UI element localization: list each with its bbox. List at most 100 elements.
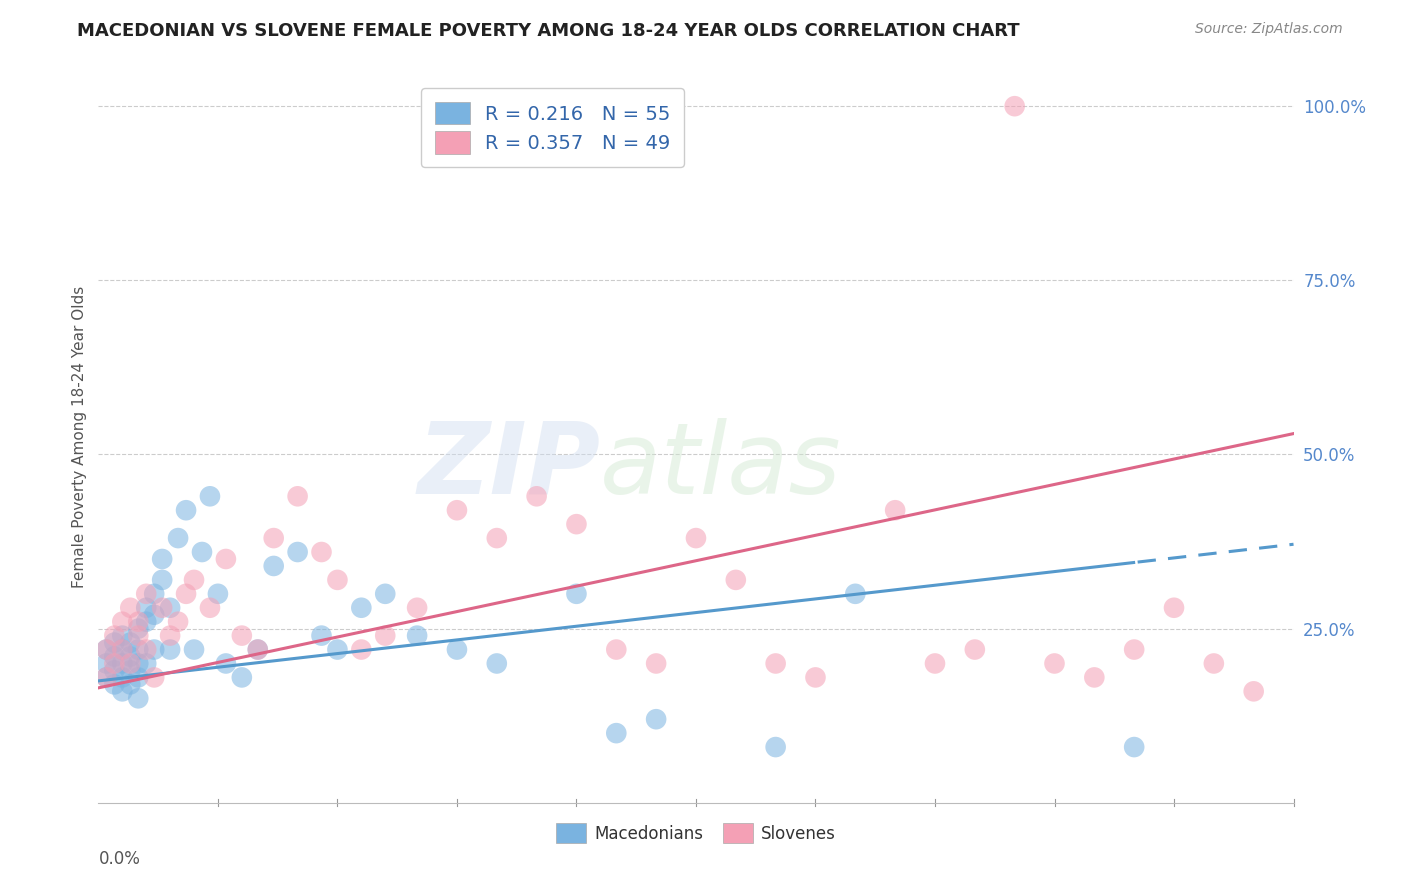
Point — [246, 642, 269, 657]
Point — [350, 600, 373, 615]
Point — [103, 657, 125, 671]
Point — [645, 657, 668, 671]
Point — [924, 657, 946, 671]
Point — [1004, 99, 1026, 113]
Point — [374, 587, 396, 601]
Point — [150, 600, 173, 615]
Point — [406, 629, 429, 643]
Point — [191, 545, 214, 559]
Point — [111, 670, 134, 684]
Point — [215, 657, 238, 671]
Point — [645, 712, 668, 726]
Point — [685, 531, 707, 545]
Point — [1202, 657, 1225, 671]
Point — [127, 629, 149, 643]
Point — [1163, 600, 1185, 615]
Point — [804, 670, 827, 684]
Point — [120, 635, 142, 649]
Point — [485, 531, 508, 545]
Point — [326, 573, 349, 587]
Point — [765, 657, 787, 671]
Point — [120, 600, 142, 615]
Point — [111, 642, 134, 657]
Point — [135, 657, 157, 671]
Point — [565, 517, 588, 532]
Point — [446, 642, 468, 657]
Point — [526, 489, 548, 503]
Point — [724, 573, 747, 587]
Point — [135, 587, 157, 601]
Point — [374, 629, 396, 643]
Point — [565, 587, 588, 601]
Point — [1083, 670, 1105, 684]
Point — [103, 649, 125, 664]
Point — [96, 670, 118, 684]
Point — [103, 664, 125, 678]
Point — [207, 587, 229, 601]
Point — [263, 558, 285, 573]
Point — [159, 600, 181, 615]
Point — [1043, 657, 1066, 671]
Point — [111, 684, 134, 698]
Point — [159, 629, 181, 643]
Point — [231, 670, 253, 684]
Point — [127, 615, 149, 629]
Point — [120, 649, 142, 664]
Point — [263, 531, 285, 545]
Point — [198, 600, 221, 615]
Point — [311, 545, 333, 559]
Point — [150, 552, 173, 566]
Point — [350, 642, 373, 657]
Point — [127, 642, 149, 657]
Point — [1123, 642, 1146, 657]
Point — [96, 670, 118, 684]
Text: Source: ZipAtlas.com: Source: ZipAtlas.com — [1195, 22, 1343, 37]
Point — [143, 670, 166, 684]
Point — [127, 657, 149, 671]
Y-axis label: Female Poverty Among 18-24 Year Olds: Female Poverty Among 18-24 Year Olds — [72, 286, 87, 588]
Point — [231, 629, 253, 643]
Point — [287, 489, 309, 503]
Point — [111, 642, 134, 657]
Point — [183, 642, 205, 657]
Point — [111, 629, 134, 643]
Point — [159, 642, 181, 657]
Point — [174, 587, 197, 601]
Point — [1243, 684, 1265, 698]
Point — [605, 642, 627, 657]
Point — [103, 635, 125, 649]
Point — [111, 657, 134, 671]
Text: 0.0%: 0.0% — [98, 850, 141, 868]
Point — [446, 503, 468, 517]
Point — [143, 607, 166, 622]
Point — [127, 691, 149, 706]
Point — [198, 489, 221, 503]
Point — [311, 629, 333, 643]
Point — [96, 642, 118, 657]
Point — [120, 677, 142, 691]
Text: atlas: atlas — [600, 417, 842, 515]
Point — [135, 642, 157, 657]
Point — [120, 657, 142, 671]
Point — [246, 642, 269, 657]
Text: MACEDONIAN VS SLOVENE FEMALE POVERTY AMONG 18-24 YEAR OLDS CORRELATION CHART: MACEDONIAN VS SLOVENE FEMALE POVERTY AMO… — [77, 22, 1019, 40]
Point — [127, 670, 149, 684]
Point — [287, 545, 309, 559]
Point — [605, 726, 627, 740]
Point — [120, 664, 142, 678]
Point — [485, 657, 508, 671]
Legend: Macedonians, Slovenes: Macedonians, Slovenes — [548, 817, 844, 849]
Point — [150, 573, 173, 587]
Point — [96, 657, 118, 671]
Point — [326, 642, 349, 657]
Point — [143, 642, 166, 657]
Point — [765, 740, 787, 755]
Point — [135, 600, 157, 615]
Point — [167, 615, 190, 629]
Point — [135, 615, 157, 629]
Point — [884, 503, 907, 517]
Point — [963, 642, 986, 657]
Point — [406, 600, 429, 615]
Point — [183, 573, 205, 587]
Point — [167, 531, 190, 545]
